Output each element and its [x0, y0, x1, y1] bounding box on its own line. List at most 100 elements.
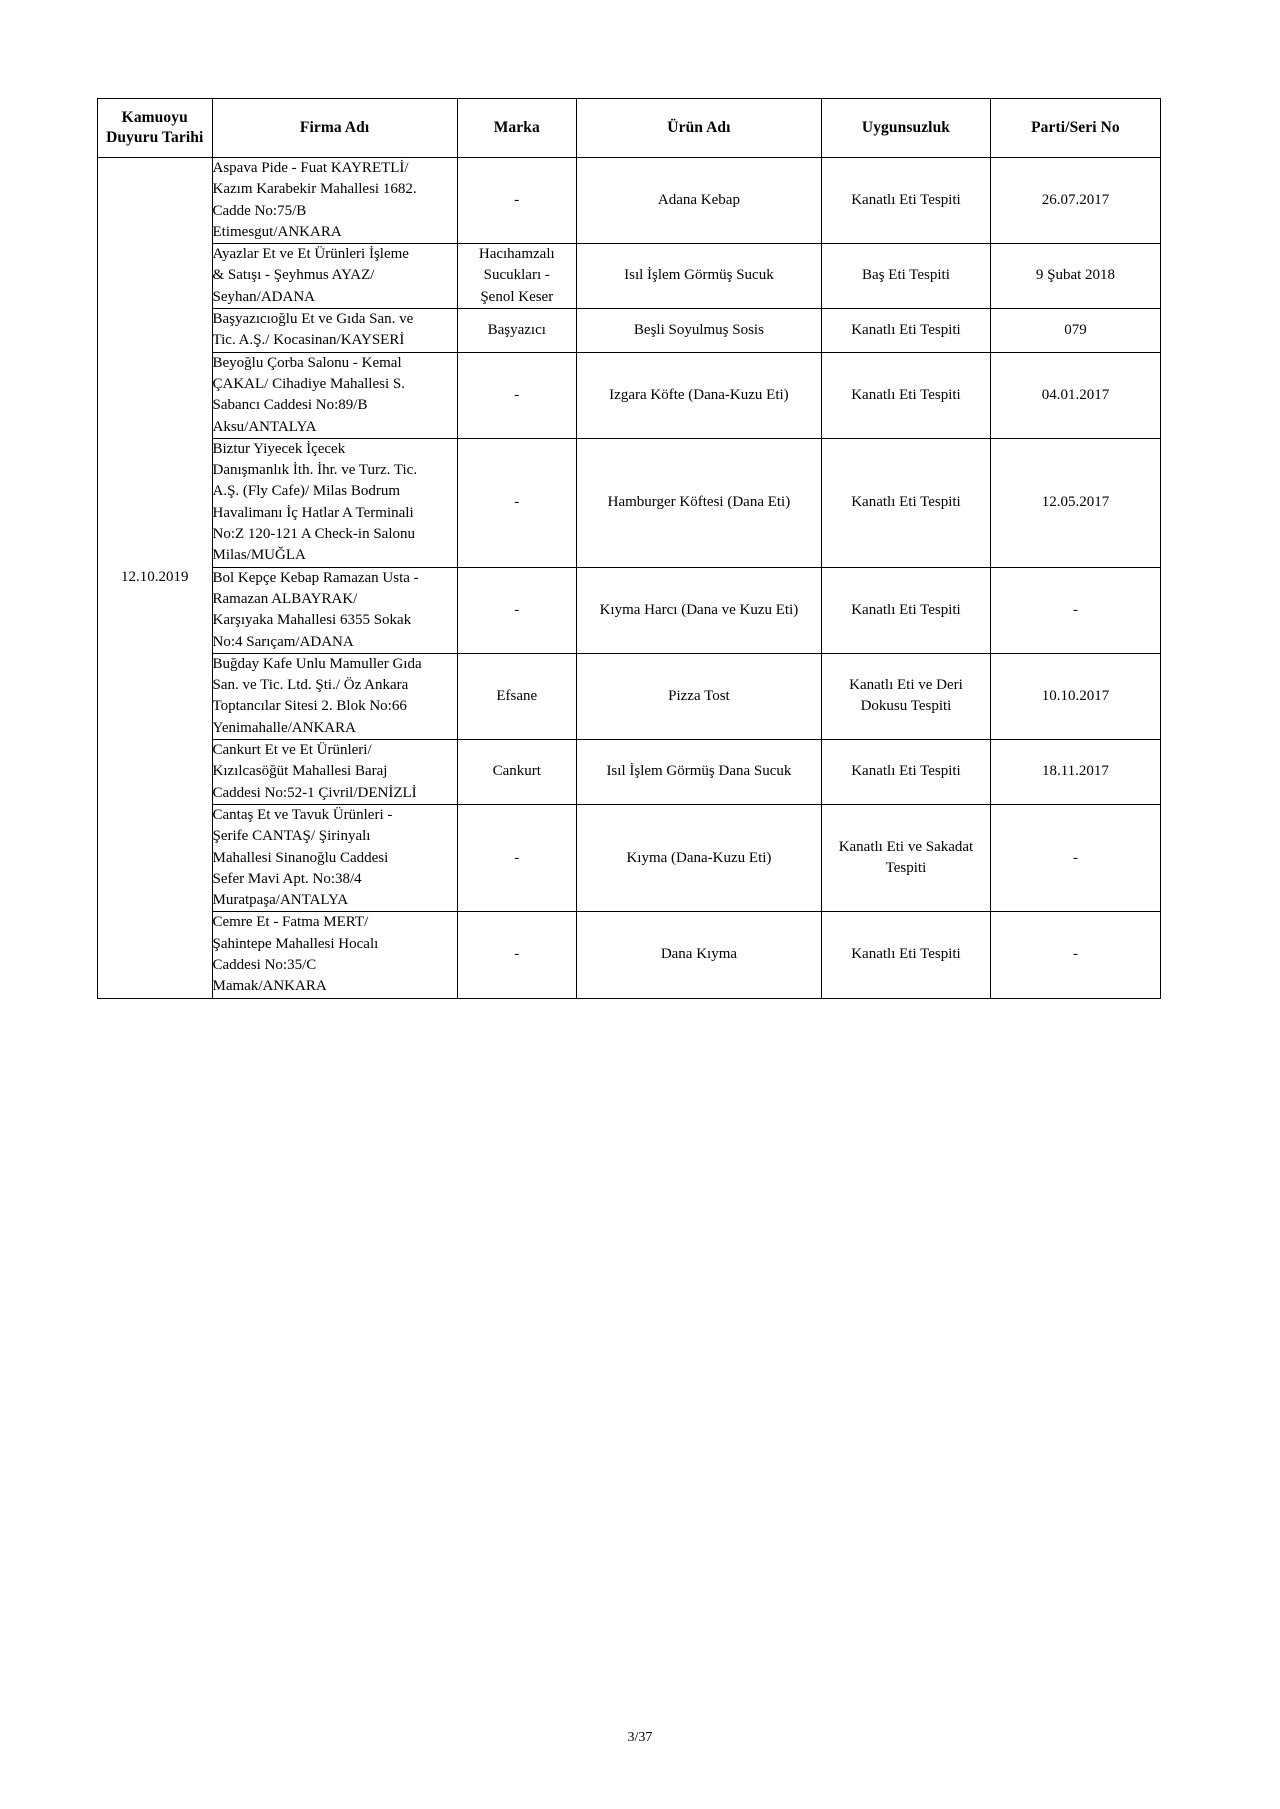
cell-text-line: 12.05.2017: [1041, 494, 1110, 511]
firm-name-cell: Cantaş Et ve Tavuk Ürünleri - Şerife CANT…: [211, 803, 458, 913]
table-row: Buğday Kafe Unlu Mamuller Gıda San. ve Ti…: [98, 652, 1162, 741]
table-row: Cantaş Et ve Tavuk Ürünleri - Şerife CANT…: [98, 803, 1162, 913]
report-table-container: Kamuoyu Duyuru Tarihi Firma Adı Marka Ür…: [97, 98, 1162, 999]
lot-serial-no-cell: 10.10.2017: [989, 652, 1162, 741]
cell-text-line: Şerife CANTAŞ/ Şirinyalı: [212, 828, 371, 845]
lot-serial-no-cell: -: [989, 911, 1162, 999]
column-header-product-name: Ürün Adı: [575, 98, 823, 158]
cell-text-line: Caddesi No:35/C: [212, 956, 317, 973]
cell-text-line: Kanatlı Eti ve Sakadat: [838, 838, 974, 855]
cell-text-line: Isıl İşlem Görmüş Sucuk: [624, 267, 774, 284]
lot-serial-no-cell: -: [989, 566, 1162, 654]
cell-text-line: Seyhan/ADANA: [212, 288, 316, 305]
cell-text-line: Ayazlar Et ve Et Ürünleri İşleme: [212, 246, 409, 263]
cell-text-line: 9 Şubat 2018: [1035, 267, 1116, 284]
violation-cell: Kanatlı Eti Tespiti: [821, 351, 991, 439]
cell-text-line: Mahallesi Sinanoğlu Caddesi: [212, 849, 389, 866]
cell-text-line: Toptancılar Sitesi 2. Blok No:66: [212, 698, 407, 715]
cell-text-line: -: [514, 494, 520, 511]
cell-text-line: Karşıyaka Mahallesi 6355 Sokak: [212, 612, 412, 629]
cell-text-line: 079: [1064, 321, 1087, 338]
brand-cell: Efsane: [456, 652, 577, 741]
cell-text-line: -: [1072, 946, 1078, 963]
firm-name-cell: Ayazlar Et ve Et Ürünleri İşleme & Satışı…: [211, 243, 458, 310]
cell-text-line: Kanatlı Eti Tespiti: [851, 191, 961, 208]
column-header-lot-serial-no: Parti/Seri No: [989, 98, 1162, 158]
product-name-cell: Hamburger Köftesi (Dana Eti): [575, 437, 823, 568]
cell-text-line: Ramazan ALBAYRAK/: [212, 590, 358, 607]
cell-text-line: -: [514, 386, 520, 403]
violation-cell: Kanatlı Eti Tespiti: [821, 156, 991, 245]
table-row: Ayazlar Et ve Et Ürünleri İşleme & Satışı…: [98, 243, 1162, 310]
cell-text-line: & Satışı - Şeyhmus AYAZ/: [212, 267, 375, 284]
firm-name-cell: Biztur Yiyecek İçecek Danışmanlık İth. İh…: [211, 437, 458, 568]
cell-text-line: Kanatlı Eti ve Deri: [849, 677, 963, 694]
cell-text-line: Sabancı Caddesi No:89/B: [212, 397, 368, 414]
firm-name-cell: Cemre Et - Fatma MERT/Şahintepe Mahalles…: [211, 911, 458, 999]
product-name-cell: Izgara Köfte (Dana-Kuzu Eti): [575, 351, 823, 439]
brand-cell: Cankurt: [456, 739, 577, 805]
cell-text-line: ÇAKAL/ Cihadiye Mahallesi S.: [212, 375, 405, 392]
cell-text-line: Havalimanı İç Hatlar A Terminali: [212, 504, 414, 521]
cell-text-line: Izgara Köfte (Dana-Kuzu Eti): [609, 386, 789, 403]
cell-text-line: Cadde No:75/B: [212, 202, 307, 219]
cell-text-line: Biztur Yiyecek İçecek: [212, 440, 346, 457]
cell-text-line: A.Ş. (Fly Cafe)/ Milas Bodrum: [212, 483, 401, 500]
table-row: Cemre Et - Fatma MERT/Şahintepe Mahalles…: [98, 911, 1162, 999]
cell-text-line: Kanatlı Eti Tespiti: [851, 946, 961, 963]
column-header-brand: Marka: [456, 98, 577, 158]
cell-text-line: -: [514, 601, 520, 618]
cell-text-line: -: [514, 849, 520, 866]
product-name-cell: Dana Kıyma: [575, 911, 823, 999]
violation-cell: Baş Eti Tespiti: [821, 243, 991, 310]
cell-text-line: Aksu/ANTALYA: [212, 418, 317, 435]
cell-text-line: Kanatlı Eti Tespiti: [851, 763, 961, 780]
cell-text-line: Sefer Mavi Apt. No:38/4: [212, 870, 362, 887]
cell-text-line: No:4 Sarıçam/ADANA: [212, 633, 354, 650]
cell-text-line: Kanatlı Eti Tespiti: [851, 321, 961, 338]
cell-text-line: Buğday Kafe Unlu Mamuller Gıda: [212, 655, 422, 672]
cell-text-line: Dokusu Tespiti: [860, 698, 952, 715]
cell-text-line: Efsane: [496, 687, 538, 704]
brand-cell: -: [456, 566, 577, 654]
page-number: 3/37: [627, 1730, 653, 1745]
cell-text-line: Kanatlı Eti Tespiti: [851, 386, 961, 403]
cell-text-line: 26.07.2017: [1041, 191, 1110, 208]
cell-text-line: Cankurt Et ve Et Ürünleri/: [212, 742, 372, 759]
product-name-cell: Pizza Tost: [575, 652, 823, 741]
brand-cell: -: [456, 911, 577, 999]
firm-name-cell: Başyazıcıoğlu Et ve Gıda San. ve Tic. A.Ş…: [211, 308, 458, 353]
cell-text-line: Kanatlı Eti Tespiti: [851, 601, 961, 618]
cell-text-line: Mamak/ANKARA: [212, 978, 327, 995]
cell-text-line: Aspava Pide - Fuat KAYRETLİ/: [212, 160, 409, 176]
product-name-cell: Isıl İşlem Görmüş Dana Sucuk: [575, 739, 823, 805]
product-name-cell: Adana Kebap: [575, 156, 823, 245]
cell-text-line: Hacıhamzalı: [478, 246, 555, 263]
cell-text-line: -: [514, 191, 520, 208]
cell-text-line: Kıyma Harcı (Dana ve Kuzu Eti): [599, 601, 799, 618]
product-name-cell: Beşli Soyulmuş Sosis: [575, 308, 823, 353]
brand-cell: Hacıhamzalı Sucukları - Şenol Keser: [456, 243, 577, 310]
cell-text-line: Bol Kepçe Kebap Ramazan Usta -: [212, 569, 419, 586]
lot-serial-no-cell: 9 Şubat 2018: [989, 243, 1162, 310]
cell-text-line: Cankurt: [492, 763, 541, 780]
table-row: Beyoğlu Çorba Salonu - Kemal ÇAKAL/ Cihad…: [98, 351, 1162, 439]
cell-text-line: Yenimahalle/ANKARA: [212, 719, 356, 736]
violation-cell: Kanatlı Eti Tespiti: [821, 739, 991, 805]
brand-cell: Başyazıcı: [456, 308, 577, 353]
cell-text-line: Adana Kebap: [657, 191, 740, 208]
product-name-cell: Isıl İşlem Görmüş Sucuk: [575, 243, 823, 310]
table-row: Cankurt Et ve Et Ürünleri/Kızılcasöğüt M…: [98, 739, 1162, 805]
lot-serial-no-cell: -: [989, 803, 1162, 913]
violation-cell: Kanatlı Eti Tespiti: [821, 911, 991, 999]
header-row: Kamuoyu Duyuru Tarihi Firma Adı Marka Ür…: [97, 98, 1162, 158]
cell-text-line: Muratpaşa/ANTALYA: [212, 892, 349, 909]
cell-text-line: Şahintepe Mahallesi Hocalı: [212, 935, 379, 952]
brand-cell: -: [456, 437, 577, 568]
column-header-firm-name: Firma Adı: [211, 98, 458, 158]
cell-text-line: Kıyma (Dana-Kuzu Eti): [626, 849, 772, 866]
cell-text-line: Tespiti: [885, 860, 927, 877]
firm-name-cell: Bol Kepçe Kebap Ramazan Usta - Ramazan AL…: [211, 566, 458, 654]
cell-text-line: 04.01.2017: [1041, 386, 1110, 403]
